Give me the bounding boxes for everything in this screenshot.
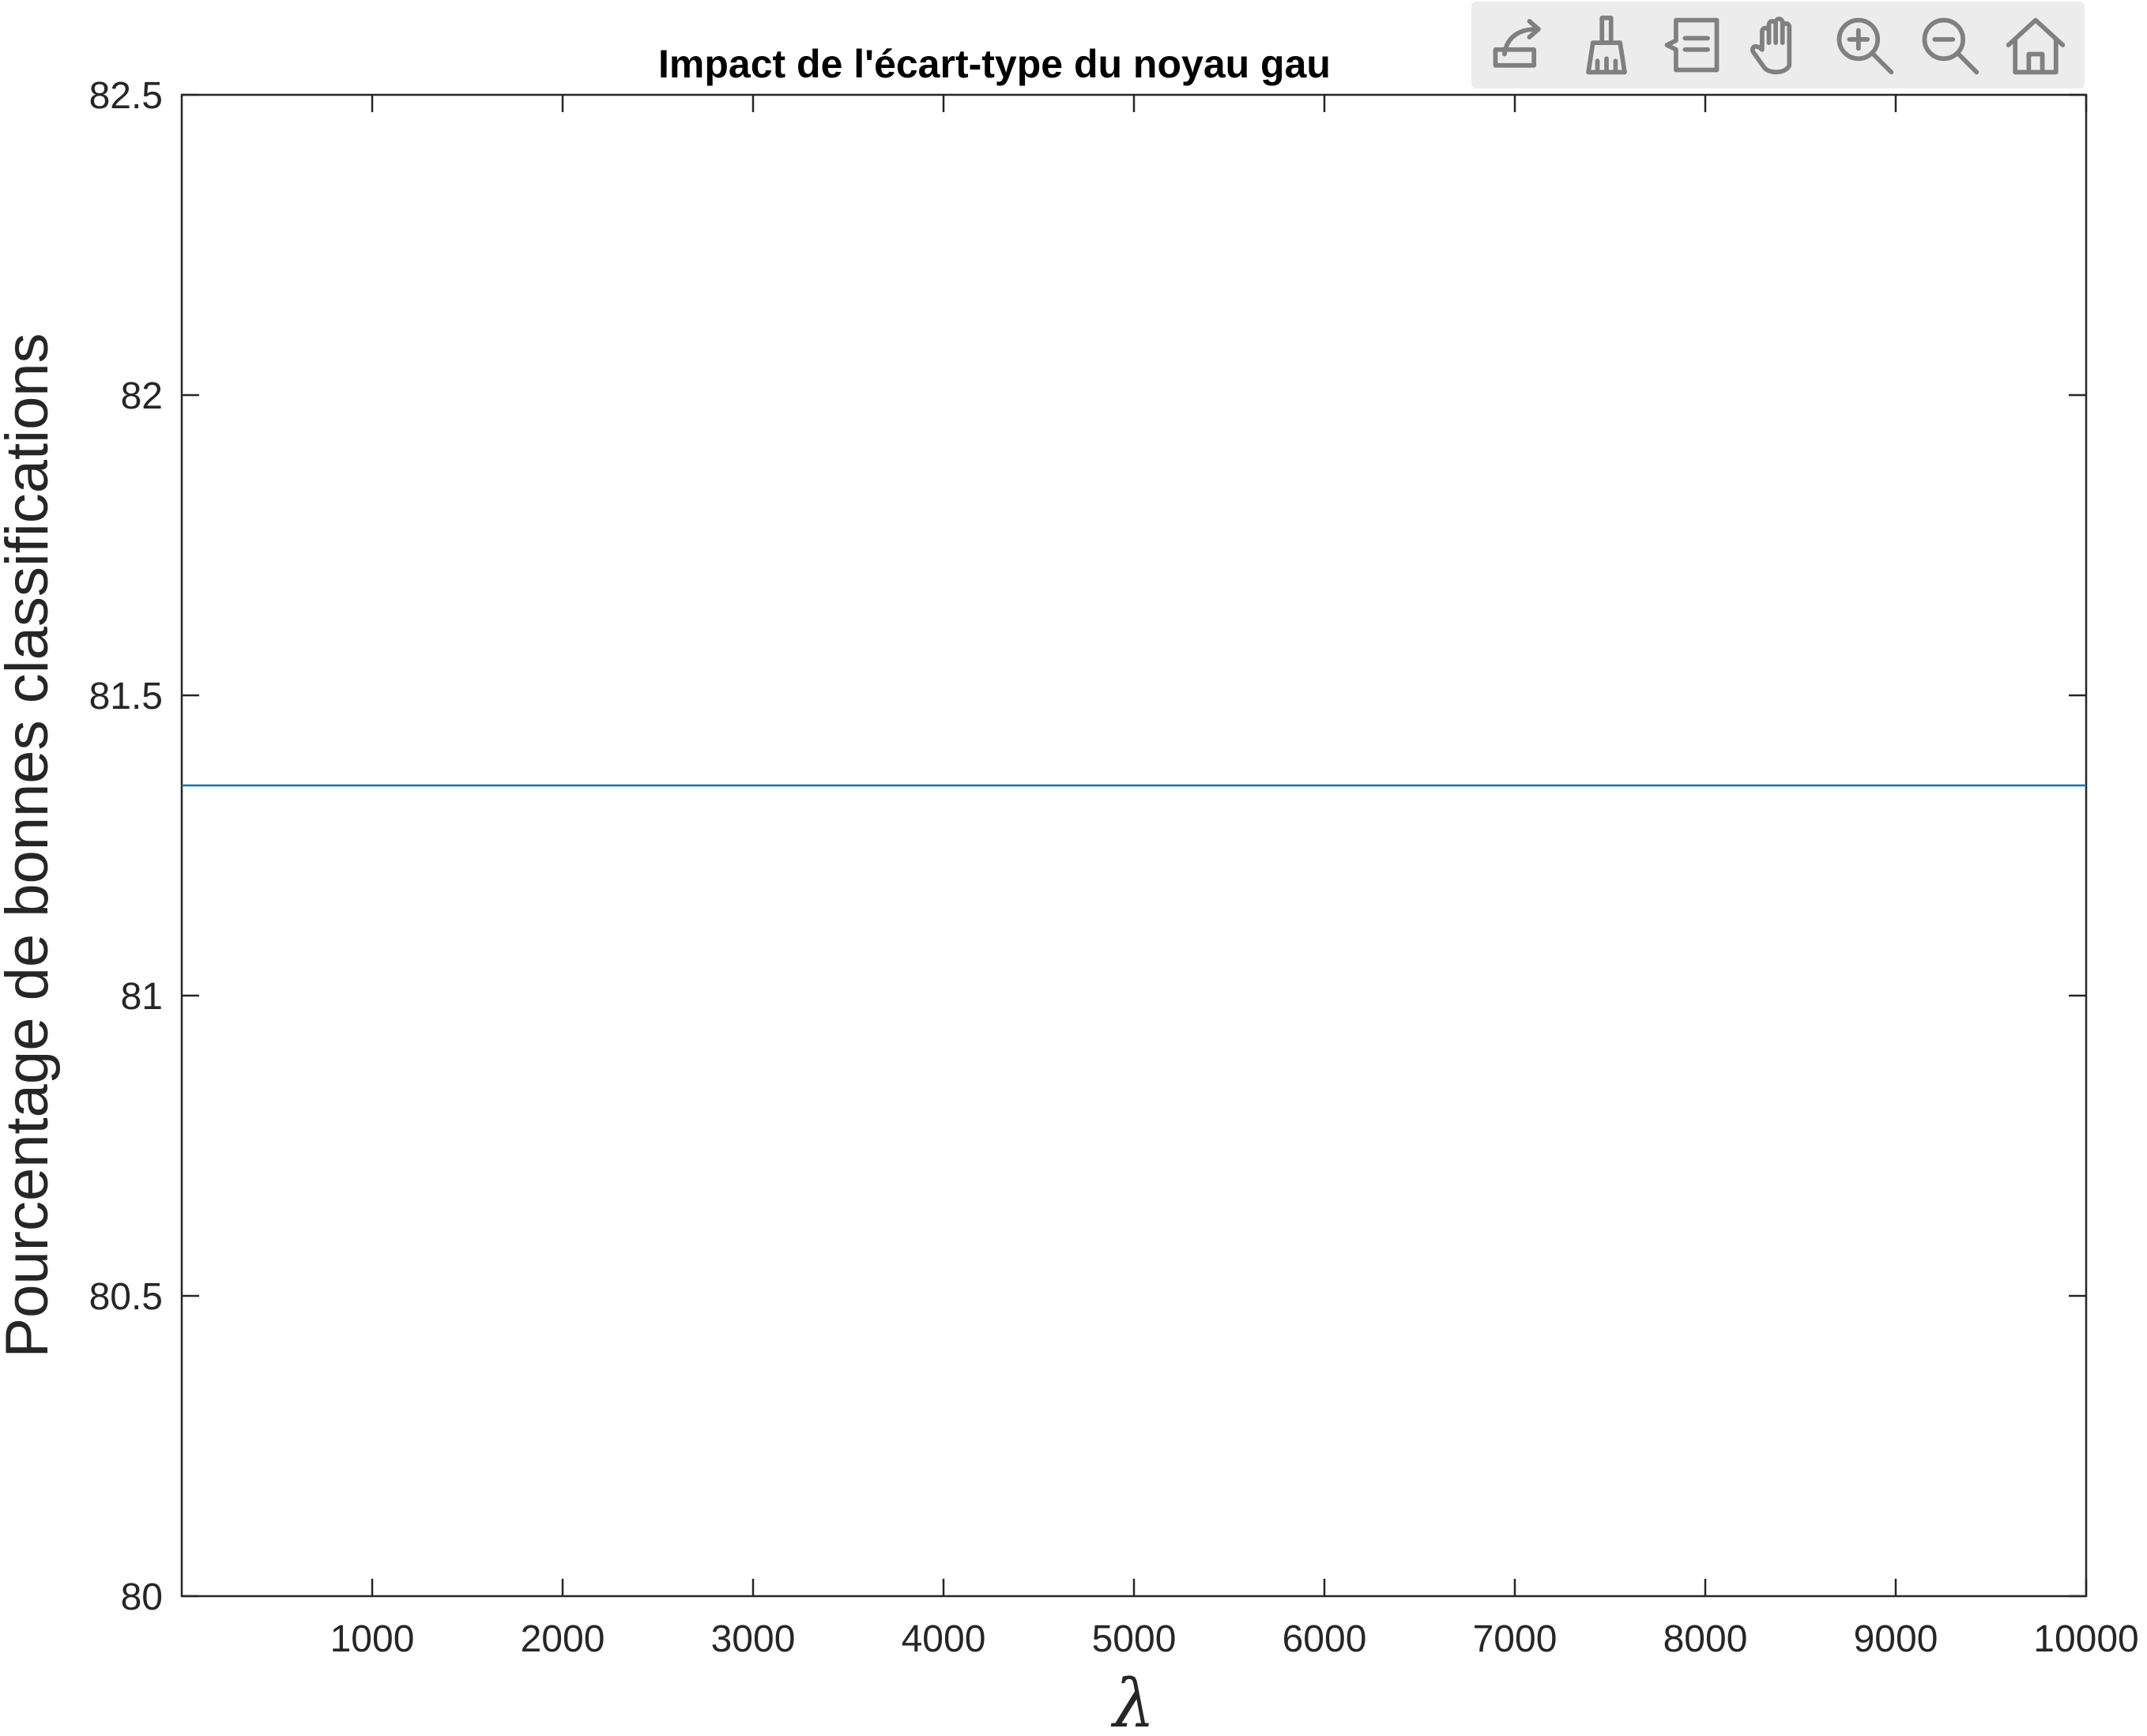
zoom-out-icon <box>1922 17 1979 75</box>
home-button[interactable] <box>1998 7 2074 83</box>
export-icon <box>1493 19 1542 68</box>
x-tick-label: 8000 <box>1663 1618 1748 1660</box>
x-tick-label: 6000 <box>1283 1618 1367 1660</box>
zoom-in-button[interactable] <box>1826 7 1902 83</box>
brush-button[interactable] <box>1569 7 1644 83</box>
x-tick-label: 4000 <box>902 1618 986 1660</box>
x-axis-label: λ <box>1110 1665 1154 1736</box>
x-tick-label: 1000 <box>330 1618 415 1660</box>
y-tick-label: 82 <box>121 375 163 417</box>
brush-icon <box>1586 15 1627 75</box>
zoom-out-button[interactable] <box>1912 7 1987 83</box>
x-tick-label: 7000 <box>1473 1618 1558 1660</box>
plot-area <box>180 93 2088 1598</box>
y-tick-label: 80 <box>121 1576 163 1618</box>
x-tick-label: 3000 <box>711 1618 796 1660</box>
x-tick-label: 10000 <box>2033 1618 2138 1660</box>
home-icon <box>2006 17 2065 75</box>
y-tick-label: 81 <box>121 976 163 1018</box>
pan-button[interactable] <box>1740 7 1816 83</box>
data-tips-icon <box>1665 17 1719 73</box>
export-button[interactable] <box>1482 7 1558 83</box>
x-tick-label: 2000 <box>521 1618 605 1660</box>
y-tick-label: 82.5 <box>89 75 163 117</box>
y-tick-label: 80.5 <box>89 1276 163 1318</box>
data-tips-button[interactable] <box>1654 7 1730 83</box>
y-axis-label: Pourcentage de bonnes classifications <box>0 333 61 1358</box>
x-tick-label: 5000 <box>1092 1618 1177 1660</box>
axes-toolbar <box>1471 2 2085 88</box>
y-tick-label: 81.5 <box>89 676 163 717</box>
zoom-in-icon <box>1836 17 1893 75</box>
axis-ticks: 1000 2000 3000 4000 5000 6000 7000 8000 9000 1000… <box>89 75 2139 1660</box>
chart-title: Impact de l'écart-type du noyau gau <box>658 42 1331 86</box>
pan-icon <box>1750 17 1792 75</box>
x-tick-label: 9000 <box>1854 1618 1938 1660</box>
